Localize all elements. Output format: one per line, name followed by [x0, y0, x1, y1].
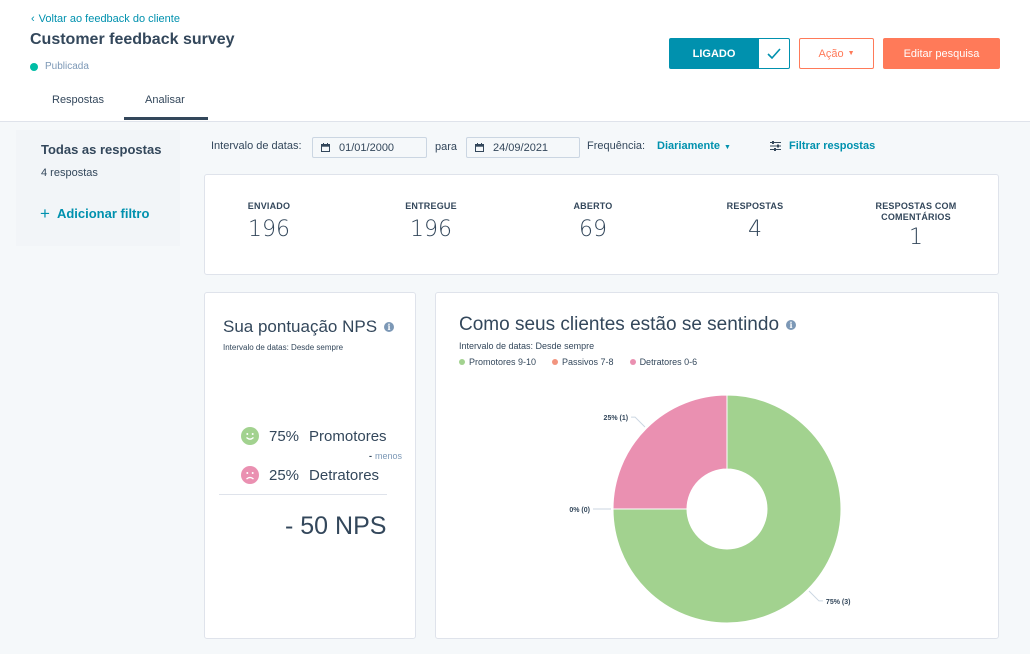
stat-opened: ABERTO 69	[523, 201, 663, 242]
data-label-passives: 0% (0)	[569, 507, 590, 514]
nps-score: - 50 NPS	[285, 512, 386, 541]
filter-sidebar: Todas as respostas 4 respostas + Adiciona…	[16, 130, 180, 246]
stat-value: 196	[248, 217, 290, 242]
filter-bar: Intervalo de datas: 01/01/2000 para 24/0…	[211, 137, 1001, 159]
sad-face-icon	[241, 466, 259, 484]
on-toggle-button[interactable]: LIGADO	[669, 38, 759, 69]
sidebar-title[interactable]: Todas as respostas	[41, 142, 162, 157]
stat-label: RESPOSTAS COM COMENTÁRIOS	[875, 201, 957, 222]
caret-down-icon: ▼	[723, 144, 731, 151]
filter-responses-label: Filtrar respostas	[789, 140, 876, 152]
legend-swatch	[629, 359, 636, 365]
end-date-value: 24/09/2021	[493, 141, 549, 154]
minus-label: menos	[375, 451, 403, 461]
chart-legend: Promotores 9-10 Passivos 7-8 Detratores …	[459, 357, 713, 367]
nps-score-dash: -	[285, 512, 301, 540]
legend-label: Promotores 9-10	[469, 357, 537, 367]
legend-swatch	[459, 359, 465, 365]
data-label-leader-line	[808, 590, 823, 602]
smiley-face-icon	[241, 427, 259, 445]
nps-promoters-row: 75% Promotores	[241, 427, 387, 445]
minus-sign: -	[369, 451, 372, 461]
chart-subtitle: Intervalo de datas: Desde sempre	[459, 341, 595, 351]
action-label: Ação	[818, 47, 844, 60]
back-link-label: Voltar ao feedback do cliente	[38, 13, 180, 25]
chart-title: Como seus clientes estão se sentindo i	[459, 314, 797, 336]
response-count: 4 respostas	[41, 167, 98, 179]
chevron-left-icon: ‹	[31, 13, 35, 25]
donut-chart: 75% (3) 0% (0) 25% (1)	[569, 394, 851, 624]
nps-score-card: Sua pontuação NPS i Intervalo de datas: D…	[204, 292, 416, 639]
check-icon	[767, 48, 781, 59]
stat-label: ABERTO	[573, 201, 613, 211]
legend-item-detractors[interactable]: Detratores 0-6	[629, 357, 698, 367]
tab-respostas[interactable]: Respostas	[52, 94, 104, 106]
promoters-label: Promotores	[309, 427, 387, 445]
edit-survey-button[interactable]: Editar pesquisa	[883, 38, 1000, 69]
end-date-input[interactable]: 24/09/2021	[466, 137, 580, 158]
data-label-promoters: 75% (3)	[826, 599, 851, 606]
start-date-input[interactable]: 01/01/2000	[312, 137, 427, 158]
nps-subtitle: Intervalo de datas: Desde sempre	[223, 343, 344, 352]
data-label-detractors: 25% (1)	[604, 415, 629, 422]
on-toggle-check[interactable]	[758, 38, 790, 69]
top-header: ‹ Voltar ao feedback do cliente Customer …	[0, 0, 1030, 122]
nps-title-text: Sua pontuação NPS	[223, 317, 378, 336]
sliders-icon	[770, 141, 781, 151]
slice-promoters[interactable]	[612, 394, 842, 624]
page-title: Customer feedback survey	[30, 31, 235, 48]
filter-responses-button[interactable]: Filtrar respostas	[770, 140, 875, 152]
nps-title: Sua pontuação NPS i	[223, 317, 395, 337]
stat-value: 4	[748, 217, 762, 242]
minus-note: - menos	[369, 451, 402, 461]
tab-analisar[interactable]: Analisar	[145, 94, 185, 106]
add-filter-button[interactable]: + Adicionar filtro	[40, 204, 150, 223]
add-filter-label: Adicionar filtro	[56, 206, 150, 221]
active-tab-indicator	[124, 117, 208, 120]
legend-swatch	[552, 359, 559, 365]
status-badge: Publicada	[30, 61, 89, 72]
status-label: Publicada	[45, 61, 89, 72]
calendar-icon	[321, 143, 330, 152]
action-dropdown-button[interactable]: Ação ▼	[799, 38, 874, 69]
date-range-label: Intervalo de datas:	[211, 140, 302, 152]
frequency-value: Diariamente	[657, 140, 720, 152]
info-icon[interactable]: i	[786, 320, 797, 330]
stat-label: ENTREGUE	[405, 201, 457, 211]
start-date-value: 01/01/2000	[339, 141, 395, 154]
plus-icon: +	[40, 204, 50, 223]
promoters-percent: 75%	[269, 427, 300, 445]
stat-value: 1	[909, 225, 923, 250]
data-label-leader-line	[631, 416, 646, 428]
calendar-icon	[475, 143, 484, 152]
legend-label: Detratores 0-6	[639, 357, 698, 367]
sentiment-chart-card: Como seus clientes estão se sentindo i In…	[435, 292, 999, 639]
slice-detractors[interactable]	[612, 394, 728, 510]
info-icon[interactable]: i	[384, 322, 395, 332]
stat-value: 196	[410, 217, 452, 242]
legend-item-passives[interactable]: Passivos 7-8	[552, 357, 614, 367]
stat-responses: RESPOSTAS 4	[685, 201, 825, 242]
stat-responses-with-comments: RESPOSTAS COM COMENTÁRIOS 1	[846, 201, 986, 250]
chart-title-text: Como seus clientes estão se sentindo	[459, 314, 780, 335]
caret-down-icon: ▼	[847, 50, 855, 57]
to-label: para	[435, 141, 458, 153]
detractors-label: Detratores	[309, 466, 380, 484]
stat-value: 69	[579, 217, 607, 242]
stat-sent: ENVIADO 196	[199, 201, 339, 242]
legend-item-promoters[interactable]: Promotores 9-10	[459, 357, 536, 367]
email-stats-card: ENVIADO 196 ENTREGUE 196 ABERTO 69 RESPOSTA…	[204, 174, 999, 275]
stat-label: RESPOSTAS	[726, 201, 784, 211]
status-dot-icon	[30, 62, 38, 71]
stat-delivered: ENTREGUE 196	[361, 201, 501, 242]
legend-label: Passivos 7-8	[562, 357, 614, 367]
stat-label: ENVIADO	[247, 201, 291, 211]
detractors-percent: 25%	[269, 466, 300, 484]
nps-detractors-row: 25% Detratores	[241, 466, 379, 484]
frequency-label: Frequência:	[587, 140, 646, 152]
divider	[219, 494, 387, 495]
nps-score-value: 50 NPS	[300, 512, 387, 540]
back-link[interactable]: ‹ Voltar ao feedback do cliente	[31, 13, 180, 25]
frequency-dropdown[interactable]: Diariamente ▼	[657, 140, 731, 152]
